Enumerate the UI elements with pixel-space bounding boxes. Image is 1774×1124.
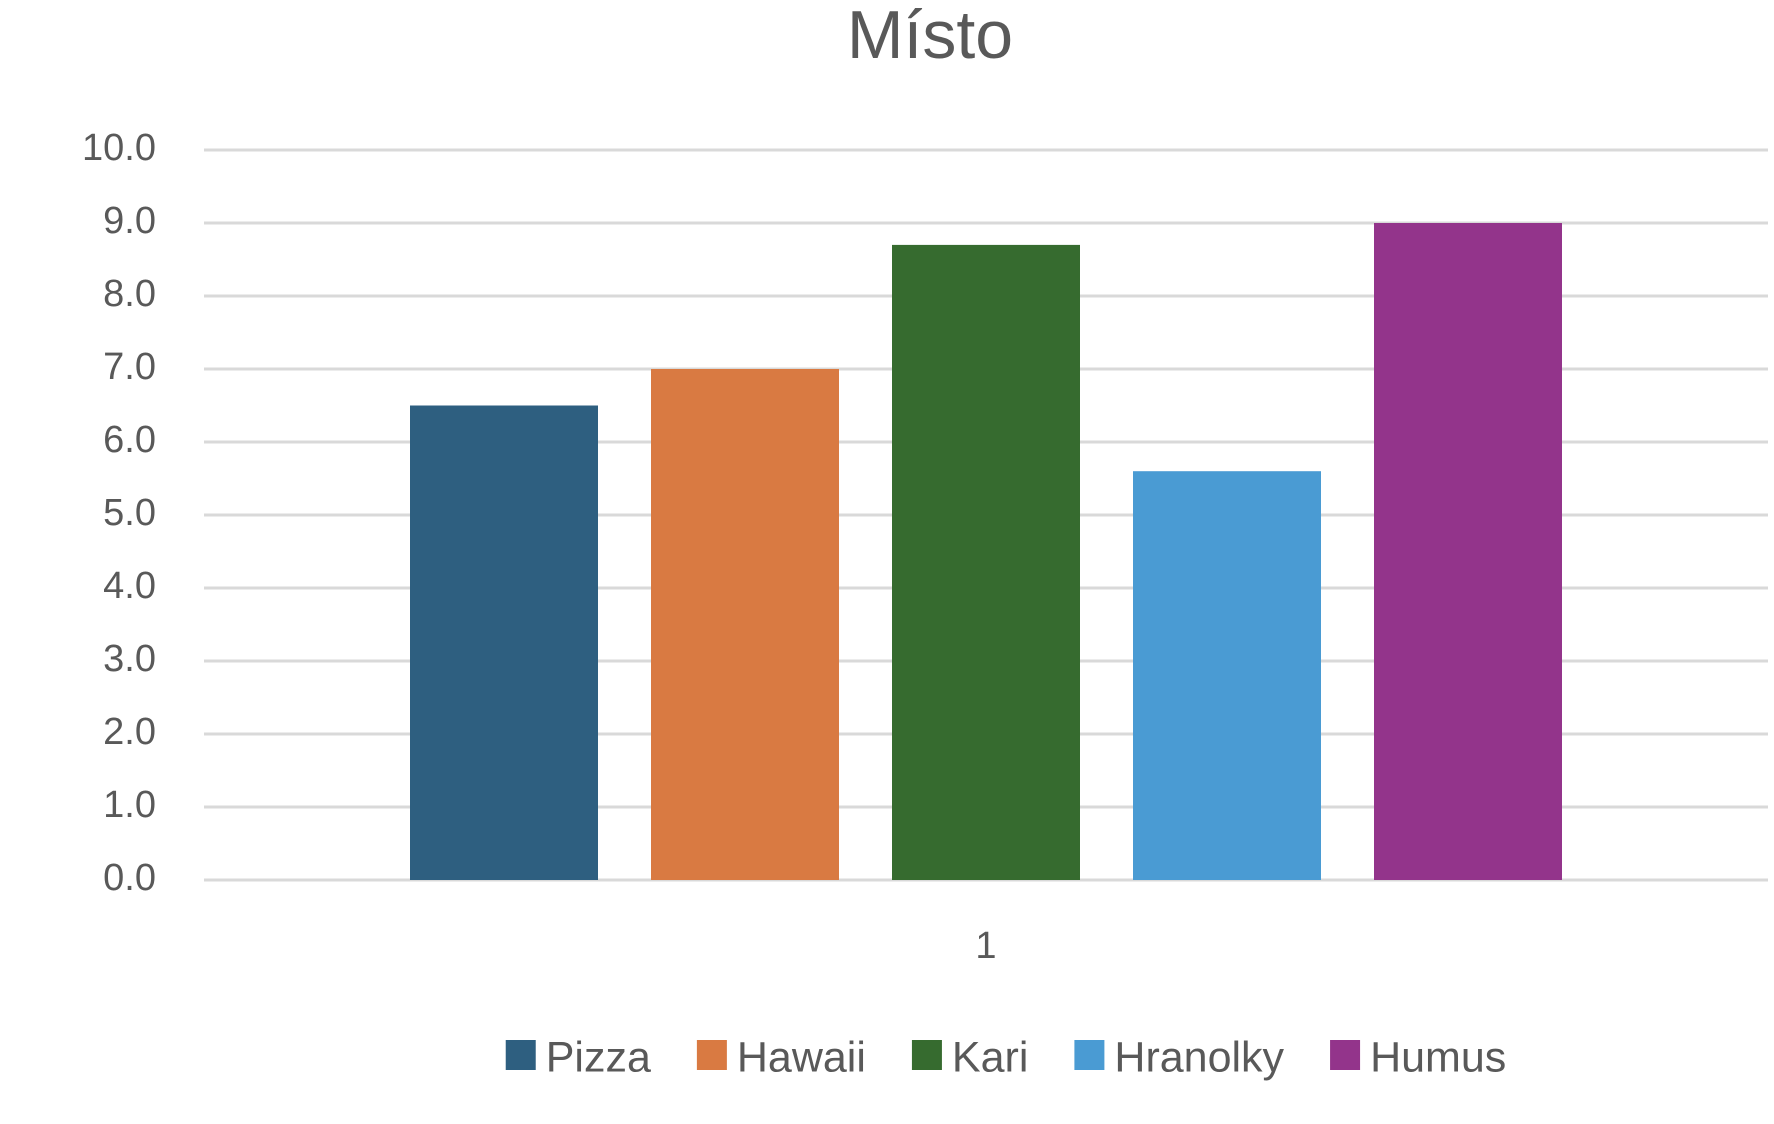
legend-label: Kari — [952, 1033, 1028, 1081]
y-tick-label: 3.0 — [103, 638, 156, 680]
y-tick-label: 2.0 — [103, 711, 156, 753]
legend-swatch — [505, 1040, 536, 1070]
legend-swatch — [696, 1040, 727, 1070]
y-tick-label: 5.0 — [103, 492, 156, 534]
bar — [1374, 223, 1562, 880]
legend-swatch — [911, 1040, 942, 1070]
legend-label: Pizza — [546, 1033, 651, 1081]
y-tick-label: 9.0 — [103, 200, 156, 242]
y-tick-label: 7.0 — [103, 346, 156, 388]
legend-label: Hranolky — [1114, 1033, 1284, 1081]
y-tick-label: 1.0 — [103, 784, 156, 826]
y-tick-label: 6.0 — [103, 419, 156, 461]
y-tick-label: 8.0 — [103, 273, 156, 315]
legend-swatch — [1330, 1040, 1361, 1070]
bar — [410, 405, 598, 880]
legend-label: Humus — [1370, 1033, 1506, 1081]
bar — [1133, 471, 1321, 880]
bar — [892, 244, 1080, 880]
y-tick-label: 0.0 — [103, 857, 156, 899]
legend-label: Hawaii — [737, 1033, 866, 1081]
bar — [651, 369, 839, 880]
y-tick-label: 10.0 — [82, 127, 156, 169]
y-tick-label: 4.0 — [103, 565, 156, 607]
chart-title: Místo — [847, 0, 1013, 73]
x-tick-label: 1 — [975, 925, 996, 967]
legend-swatch — [1074, 1040, 1105, 1070]
